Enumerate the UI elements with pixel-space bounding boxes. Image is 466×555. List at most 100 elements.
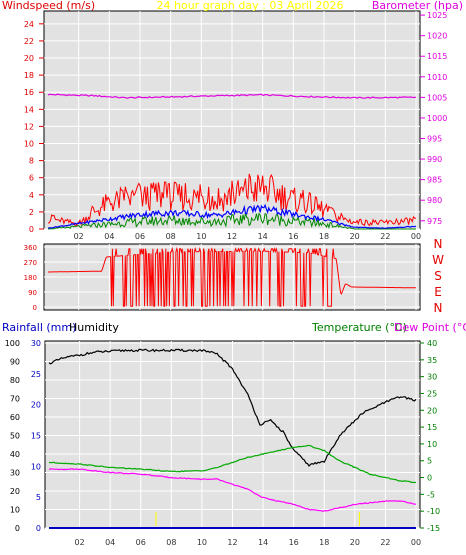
humidity-tick-label: 80 [10,376,20,385]
temperature-axis-title: Temperature (°C) [311,321,407,334]
windspeed-tick-label: 16 [24,88,34,97]
rainfall-tick-label: 30 [31,339,41,348]
time-tick-label: 02 [74,538,84,547]
windspeed-tick-label: 8 [29,157,34,166]
windspeed-tick-label: 22 [24,37,34,46]
temp-humidity-tick-labels: 0102030405060708090100051015202530-15-10… [5,339,440,547]
rainfall-tick-label: 0 [36,524,41,533]
time-tick-label: 16 [289,538,299,547]
direction-tick-label: 270 [24,259,37,267]
compass-w: W [432,253,444,267]
barometer-tick-label: 1005 [427,93,447,102]
rainfall-tick-label: 15 [31,432,41,441]
dewpoint-line [48,468,417,513]
wind-baro-panel: 0246810121416182022249759809859909951000… [24,10,448,241]
barometer-tick-label: 995 [427,135,442,144]
humidity-tick-label: 20 [10,487,20,496]
time-tick-label: 08 [166,232,176,241]
barometer-tick-label: 1020 [427,32,447,41]
windspeed-tick-label: 6 [29,174,34,183]
windspeed-tick-label: 0 [29,225,34,234]
barometer-tick-label: 985 [427,176,442,185]
barometer-tick-label: 1000 [427,114,447,123]
wind-direction-series [48,246,416,307]
temperature-tick-label: -15 [427,524,440,533]
compass-n-top: N [434,237,443,251]
time-tick-label: 22 [380,232,390,241]
windspeed-tick-label: 20 [24,54,34,63]
temperature-tick-label: -10 [427,507,440,516]
humidity-tick-label: 40 [10,450,20,459]
temperature-tick-label: 35 [427,356,437,365]
time-tick-label: 10 [197,538,207,547]
rainfall-tick-label: 5 [36,493,41,502]
wind-direction-panel: 0 90 180 270 360 [24,243,421,312]
humidity-tick-label: 0 [15,524,20,533]
wind-baro-tick-labels: 0246810121416182022249759809859909951000… [24,11,448,241]
humidity-tick-label: 30 [10,469,20,478]
direction-tick-label: 180 [24,274,37,282]
windspeed-tick-label: 12 [24,122,34,131]
time-tick-label: 22 [380,538,390,547]
time-tick-label: 06 [136,538,146,547]
temperature-tick-label: 40 [427,339,437,348]
barometer-tick-label: 1010 [427,73,447,82]
time-tick-label: 00 [411,232,421,241]
windspeed-tick-label: 4 [29,191,34,200]
compass-n-bottom: N [434,301,443,315]
windspeed-tick-label: 18 [24,71,34,80]
humidity-tick-label: 90 [10,358,20,367]
temperature-tick-label: 10 [427,440,437,449]
low-windspeed-line [47,212,416,230]
time-tick-label: 18 [319,538,329,547]
barometer-axis-title: Barometer (hpa) [372,0,463,12]
temperature-tick-label: 20 [427,406,437,415]
direction-tick-label: 90 [28,289,37,297]
temperature-tick-label: 0 [427,474,432,483]
time-tick-label: 16 [288,232,298,241]
barometer-line [47,93,417,99]
barometer-tick-label: 990 [427,155,442,164]
temperature-tick-label: 25 [427,389,437,398]
dewpoint-axis-title: Dew Point (°C) [394,321,466,334]
direction-tick-label: 360 [24,244,37,252]
time-tick-label: 14 [258,538,268,547]
barometer-tick-label: 1025 [427,11,447,20]
windspeed-tick-label: 24 [24,20,34,29]
time-tick-label: 18 [319,232,329,241]
windspeed-tick-label: 2 [29,208,34,217]
time-tick-label: 20 [350,538,360,547]
time-tick-label: 04 [104,232,114,241]
compass-labels: N W S E N [432,237,444,315]
humidity-tick-label: 10 [10,506,20,515]
time-tick-label: 12 [227,538,237,547]
humidity-tick-label: 60 [10,413,20,422]
temperature-tick-label: -5 [427,490,435,499]
time-tick-label: 12 [227,232,237,241]
temp-humidity-series [48,348,417,529]
time-tick-label: 10 [196,232,206,241]
temperature-line [48,444,417,484]
wind-direction-tick-labels: 0 90 180 270 360 [24,244,37,312]
time-tick-label: 00 [411,538,421,547]
rainfall-tick-label: 10 [31,462,41,471]
rainfall-tick-label: 25 [31,370,41,379]
humidity-line [48,348,417,467]
wind-baro-series [47,93,417,230]
temperature-tick-label: 15 [427,423,437,432]
barometer-tick-label: 980 [427,196,442,205]
average-windspeed-line [47,203,417,229]
direction-tick-label: 0 [33,304,37,312]
humidity-axis-title: Humidity [69,321,119,334]
humidity-tick-label: 70 [10,395,20,404]
humidity-tick-label: 50 [10,432,20,441]
time-tick-label: 08 [166,538,176,547]
humidity-tick-label: 100 [5,339,20,348]
windspeed-tick-label: 10 [24,140,34,149]
time-tick-label: 04 [105,538,115,547]
time-tick-label: 20 [350,232,360,241]
rainfall-axis-title: Rainfall (mm) [2,321,76,334]
time-tick-label: 14 [258,232,268,241]
temperature-tick-label: 5 [427,457,432,466]
